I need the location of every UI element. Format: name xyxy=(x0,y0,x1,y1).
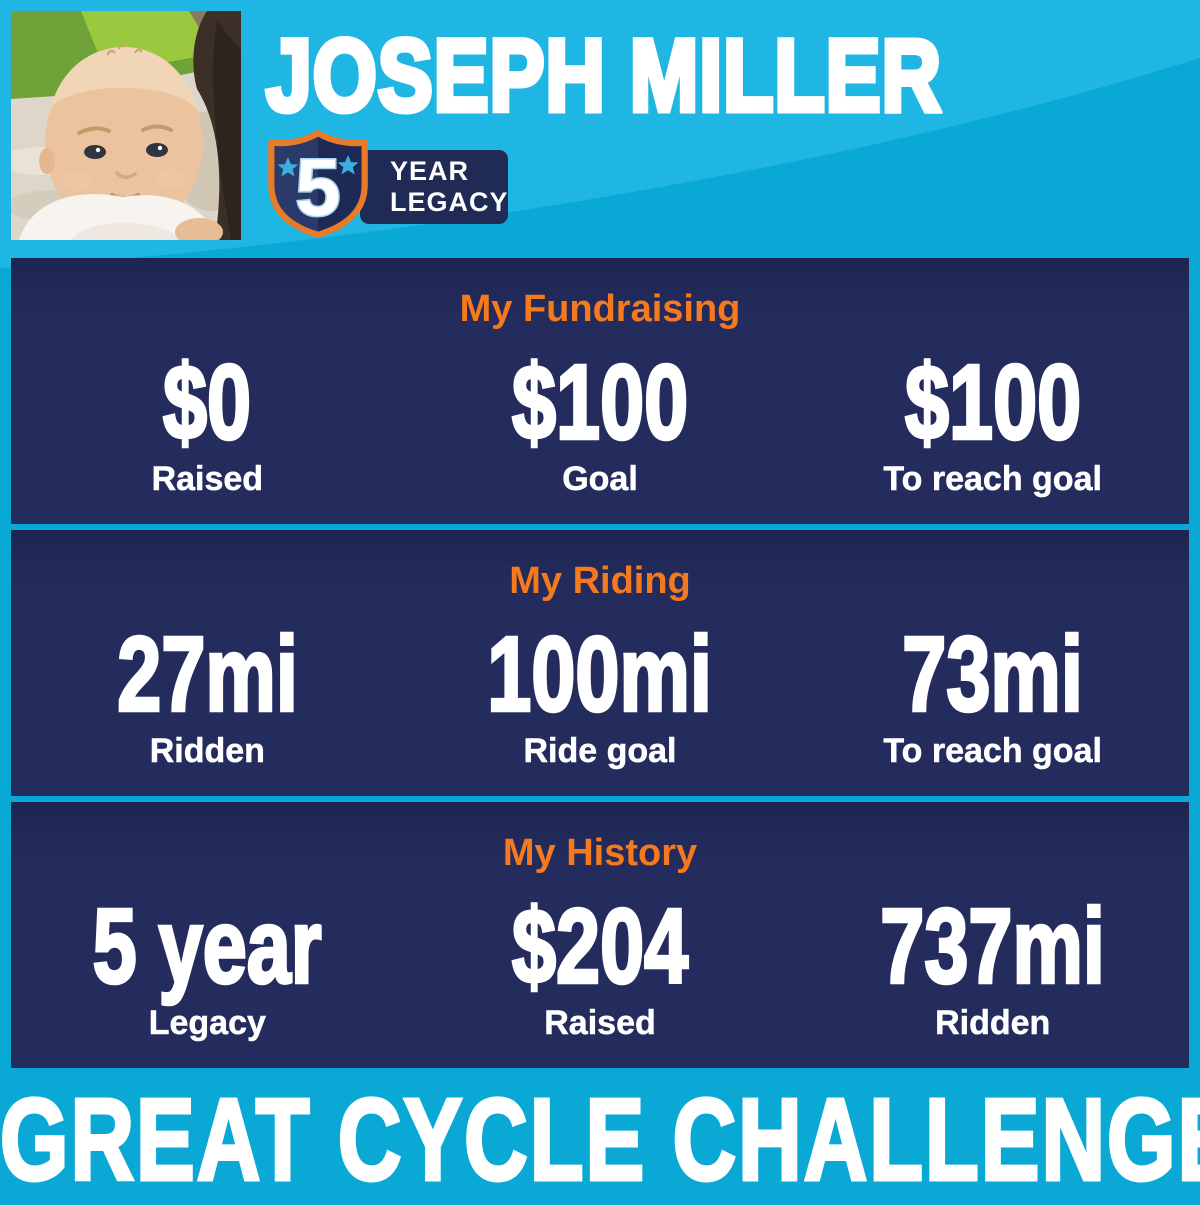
legacy-badge-line1: YEAR xyxy=(390,156,470,186)
brand-wordmark: GREAT CYCLE CHALLENGE xyxy=(0,1074,1200,1205)
legacy-badge-line2: LEGACY xyxy=(390,187,509,218)
riding-panel: My Riding 27mi Ridden 100mi Ride goal 73… xyxy=(11,530,1189,796)
shield-icon: 5 xyxy=(268,130,368,238)
stat-value: 737mi xyxy=(879,888,1106,1007)
stat-value: $100 xyxy=(511,344,690,463)
stat-label: Ridden xyxy=(149,732,265,770)
fundraising-panel: My Fundraising $0 Raised $100 Goal $100 … xyxy=(11,258,1189,524)
profile-photo xyxy=(11,11,241,240)
stat-ridden: 27mi Ridden xyxy=(11,616,404,770)
stat-label: To reach goal xyxy=(883,460,1102,498)
stat-legacy-years: 5 year Legacy xyxy=(11,888,404,1042)
stat-value: 27mi xyxy=(116,616,299,735)
legacy-badge-number: 5 xyxy=(296,143,341,233)
history-panel-title: My History xyxy=(502,832,698,874)
stat-label: Ride goal xyxy=(523,732,677,770)
stat-total-raised: $204 Raised xyxy=(404,888,797,1042)
stat-raised: $0 Raised xyxy=(11,344,404,498)
riding-panel-title: My Riding xyxy=(509,560,691,602)
stat-value: 5 year xyxy=(91,888,323,1007)
stat-value: 100mi xyxy=(486,616,713,735)
stat-total-ridden: 737mi Ridden xyxy=(796,888,1189,1042)
stat-value: $204 xyxy=(511,888,690,1007)
stat-label: Ridden xyxy=(935,1004,1051,1042)
stat-label: Raised xyxy=(544,1004,656,1042)
star-icon xyxy=(277,154,359,177)
legacy-badge-label: YEAR LEGACY xyxy=(360,150,508,224)
history-panel: My History 5 year Legacy $204 Raised 737… xyxy=(11,802,1189,1068)
stat-ride-goal: 100mi Ride goal xyxy=(404,616,797,770)
stat-label: Raised xyxy=(151,460,264,498)
stat-label: Goal xyxy=(562,460,638,498)
stat-goal: $100 Goal xyxy=(404,344,797,498)
rider-name: JOSEPH MILLER xyxy=(264,17,944,133)
stat-value: 73mi xyxy=(901,616,1084,735)
fundraising-panel-title: My Fundraising xyxy=(459,288,741,330)
stat-value: $100 xyxy=(903,344,1082,463)
stat-to-reach-goal: $100 To reach goal xyxy=(796,344,1189,498)
stat-label: To reach goal xyxy=(883,732,1102,770)
stat-label: Legacy xyxy=(148,1004,266,1042)
stat-value: $0 xyxy=(162,344,253,463)
stat-miles-to-reach-goal: 73mi To reach goal xyxy=(796,616,1189,770)
